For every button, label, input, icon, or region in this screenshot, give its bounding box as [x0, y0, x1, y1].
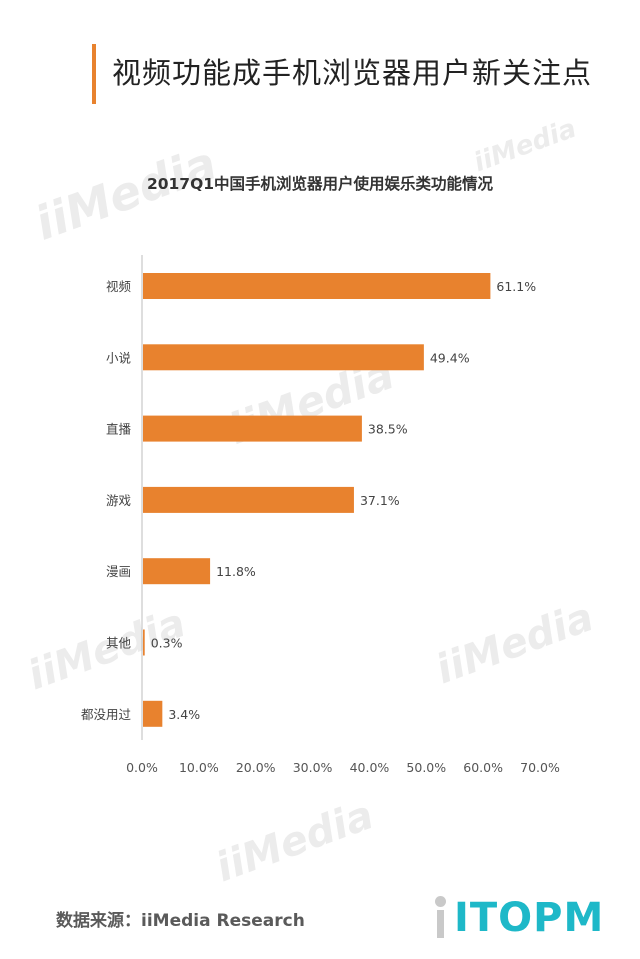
data-source-label: 数据来源：iiMedia Research: [56, 911, 305, 931]
title-accent-bar: [92, 44, 96, 104]
brand-i-mark-icon: [434, 896, 448, 940]
x-tick-label: 10.0%: [179, 760, 219, 775]
bar: [143, 558, 211, 585]
value-label: 49.4%: [430, 350, 470, 365]
bar: [143, 486, 354, 513]
category-label: 小说: [106, 350, 131, 365]
category-label: 视频: [106, 279, 132, 294]
bar: [143, 344, 424, 371]
category-label: 漫画: [106, 564, 131, 579]
category-label: 其他: [106, 636, 132, 651]
brand-logo-text: ITOPM: [454, 895, 605, 941]
brand-logo: ITOPM: [434, 896, 604, 940]
category-label: 都没用过: [81, 707, 132, 722]
x-tick-label: 40.0%: [350, 760, 390, 775]
page-title: 视频功能成手机浏览器用户新关注点: [112, 56, 593, 90]
x-tick-label: 30.0%: [293, 760, 333, 775]
x-tick-label: 60.0%: [463, 760, 503, 775]
x-tick-label: 20.0%: [236, 760, 276, 775]
value-label: 0.3%: [151, 636, 183, 651]
chart-title: 2017Q1中国手机浏览器用户使用娱乐类功能情况: [146, 175, 494, 193]
x-tick-label: 0.0%: [126, 760, 158, 775]
value-label: 37.1%: [360, 493, 400, 508]
bar: [143, 415, 362, 442]
value-label: 11.8%: [216, 564, 256, 579]
value-label: 3.4%: [168, 707, 200, 722]
category-label: 直播: [106, 422, 132, 437]
value-label: 38.5%: [368, 422, 408, 437]
value-label: 61.1%: [496, 279, 536, 294]
x-tick-label: 50.0%: [406, 760, 446, 775]
bar: [143, 700, 163, 727]
category-label: 游戏: [106, 493, 131, 508]
bar-chart: 视频 61.1% 小说 49.4% 直播 38.5% 游戏 37.1% 漫画 11.8% 其他 0.3…: [81, 255, 560, 775]
bar: [143, 273, 491, 299]
x-tick-label: 70.0%: [520, 760, 560, 775]
bar: [143, 629, 145, 656]
